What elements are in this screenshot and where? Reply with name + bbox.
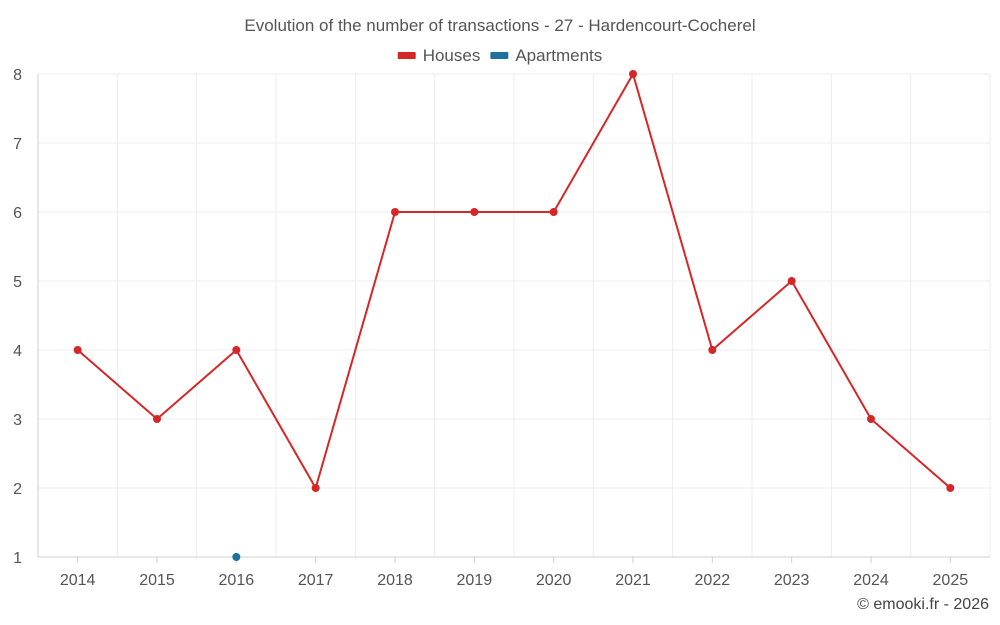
x-tick-label: 2024 [853,572,889,589]
credit-text: © emooki.fr - 2026 [857,596,989,613]
y-tick-label: 2 [13,481,22,498]
data-point-houses [946,484,955,492]
x-tick-label: 2023 [774,572,810,589]
data-point-houses [708,346,717,354]
y-tick-label: 1 [13,550,22,567]
legend-label: Houses [423,46,481,65]
grid [38,73,991,557]
data-point-houses [470,208,479,216]
x-axis-ticks: 2014 2015 2016 2017 2018 2019 2020 2021 2022 2023… [60,557,968,589]
data-point-houses [787,277,796,285]
data-point-houses [311,484,320,492]
y-tick-label: 7 [13,136,22,153]
axes [37,74,990,558]
x-tick-label: 2021 [615,572,651,589]
legend-item-apartments: Apartments [490,46,602,65]
y-axis-ticks: 1 2 3 4 5 6 7 8 [13,67,22,567]
legend: Houses Apartments [397,46,602,65]
x-tick-label: 2014 [60,572,96,589]
data-point-houses [867,415,875,423]
x-tick-label: 2022 [695,572,731,589]
legend-swatch [490,52,509,59]
x-tick-label: 2019 [457,572,493,589]
legend-label: Apartments [515,46,602,65]
series-line-houses [77,73,951,489]
y-tick-label: 4 [13,343,22,360]
data-point-houses [153,415,161,423]
data-point-apartments [232,553,241,561]
y-tick-label: 8 [13,67,22,84]
y-tick-label: 6 [13,205,22,222]
x-tick-label: 2017 [298,572,334,589]
x-tick-label: 2018 [377,572,413,589]
data-point-houses [629,70,637,78]
data-point-houses [391,208,399,216]
x-tick-label: 2020 [536,572,572,589]
legend-swatch [397,52,416,59]
chart-title: Evolution of the number of transactions … [244,16,755,35]
x-tick-label: 2015 [139,572,175,589]
legend-item-houses: Houses [397,46,481,65]
x-tick-label: 2025 [933,572,969,589]
y-tick-label: 3 [13,412,22,429]
x-tick-label: 2016 [219,572,255,589]
y-tick-label: 5 [13,274,22,291]
series-group [73,70,955,561]
data-point-houses [549,208,558,216]
data-point-houses [73,346,82,354]
data-point-houses [232,346,241,354]
